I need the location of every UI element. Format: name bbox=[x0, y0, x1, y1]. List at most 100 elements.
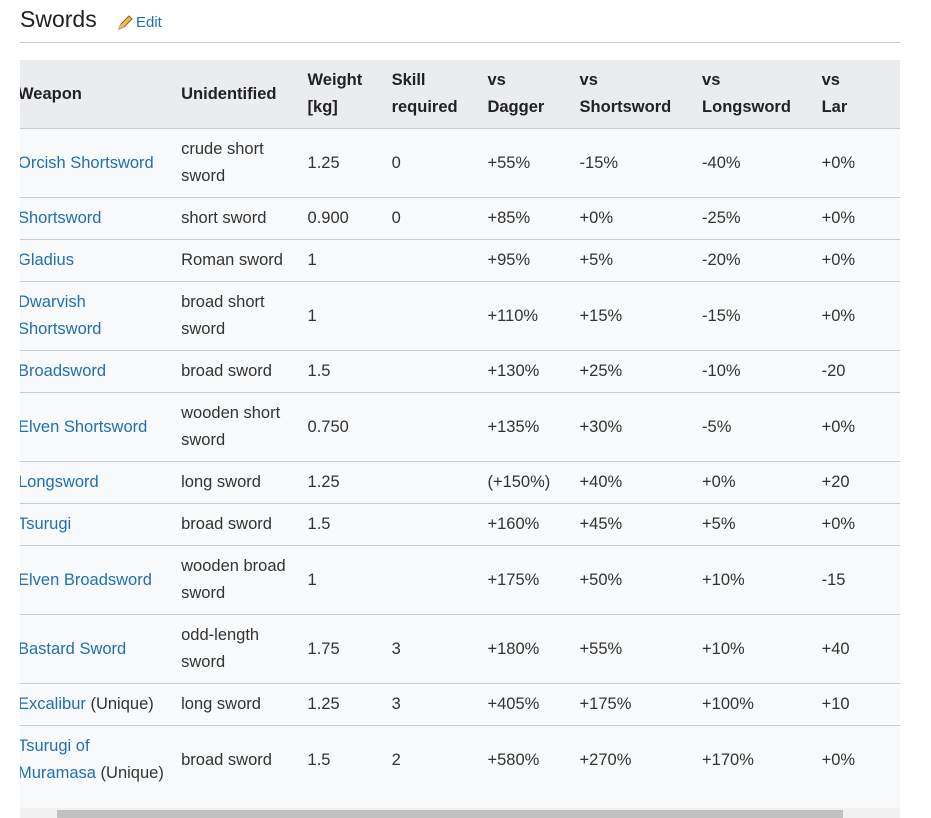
cell-text: +10% bbox=[702, 639, 745, 658]
header-text: Longsword bbox=[702, 98, 791, 116]
cell-text: -5% bbox=[702, 417, 732, 436]
weapon-link[interactable]: Broadsword bbox=[20, 362, 107, 380]
weapon-link[interactable]: Dwarvish Shortsword bbox=[20, 293, 102, 338]
cell-text: broad sword bbox=[181, 362, 272, 380]
column-header: vs Longsword bbox=[694, 60, 814, 129]
weapon-link[interactable]: Bastard Sword bbox=[20, 639, 127, 658]
cell-text: +0% bbox=[821, 209, 856, 227]
cell-text: broad short sword bbox=[181, 293, 265, 338]
weapon-table: Weapon Unidentified Weight [kg] Skill require… bbox=[20, 60, 900, 794]
edit-text[interactable]: Edit bbox=[136, 14, 162, 31]
table-scroll: Weapon Unidentified Weight [kg] Skill require… bbox=[20, 60, 900, 818]
cell-text: 1.25 bbox=[307, 473, 340, 491]
cell-text: +55% bbox=[579, 639, 623, 658]
versus-cell: +0% bbox=[813, 503, 900, 546]
versus-cell: +0% bbox=[813, 392, 900, 462]
cell-text: crude short sword bbox=[181, 140, 264, 185]
weight-cell: 1.25 bbox=[299, 683, 384, 726]
versus-cell: +40 bbox=[813, 614, 900, 684]
cell-text: 1.5 bbox=[307, 750, 331, 769]
cell-text: +0% bbox=[821, 306, 856, 325]
unidentified-cell: broad sword bbox=[173, 725, 300, 794]
table-row: Tsurugi of Muramasa (Unique) broad sword 1… bbox=[20, 725, 900, 794]
header-row: Weapon Unidentified Weight [kg] Skill require… bbox=[20, 60, 900, 129]
cell-text: +0% bbox=[821, 417, 856, 436]
cell-text: +135% bbox=[487, 417, 540, 436]
cell-text: odd-length sword bbox=[181, 626, 260, 671]
weight-cell: 1.75 bbox=[299, 614, 384, 684]
cell-text: +0% bbox=[821, 750, 856, 769]
weapon-cell: Bastard Sword bbox=[20, 614, 174, 684]
cell-text: +25% bbox=[579, 362, 623, 380]
cell-text: +10 bbox=[821, 695, 850, 713]
header-text: vs bbox=[487, 71, 506, 89]
skill-cell bbox=[383, 350, 480, 393]
cell-text: +0% bbox=[821, 251, 856, 269]
header-text: Skill bbox=[391, 71, 426, 89]
skill-cell bbox=[383, 545, 480, 615]
unidentified-cell: crude short sword bbox=[173, 128, 300, 198]
cell-text: +175% bbox=[579, 695, 632, 713]
weapon-link[interactable]: Orcish Shortsword bbox=[20, 153, 154, 172]
cell-text: 2 bbox=[391, 750, 401, 769]
weapon-link[interactable]: Longsword bbox=[20, 473, 99, 491]
table-row: Orcish Shortsword crude short sword 1.25 0 +… bbox=[20, 128, 900, 198]
column-header: vs Dagger bbox=[479, 60, 572, 129]
skill-cell bbox=[383, 461, 480, 504]
weapon-link[interactable]: Tsurugi of Muramasa bbox=[20, 737, 96, 782]
weapon-link[interactable]: Shortsword bbox=[20, 209, 102, 227]
cell-text: 0 bbox=[391, 153, 401, 172]
cell-text: +0% bbox=[579, 209, 614, 227]
cell-text: -25% bbox=[702, 209, 741, 227]
table-row: Gladius Roman sword 1 +95% +5% -20% +0% bbox=[20, 239, 900, 282]
weight-cell: 1.5 bbox=[299, 350, 384, 393]
weapon-link[interactable]: Elven Shortsword bbox=[20, 417, 148, 436]
skill-cell: 0 bbox=[383, 197, 480, 240]
versus-cell: +40% bbox=[571, 461, 695, 504]
header-text: vs bbox=[579, 71, 598, 89]
weapon-link[interactable]: Excalibur bbox=[20, 695, 86, 713]
edit-link[interactable]: Edit bbox=[116, 14, 162, 31]
cell-text: 1 bbox=[307, 306, 317, 325]
weapon-cell: Shortsword bbox=[20, 197, 174, 240]
table-row: Excalibur (Unique) long sword 1.25 3 +405% +1… bbox=[20, 683, 900, 726]
versus-cell: +0% bbox=[813, 197, 900, 240]
versus-cell: +5% bbox=[571, 239, 695, 282]
cell-text: +180% bbox=[487, 639, 540, 658]
cell-text: +0% bbox=[821, 153, 856, 172]
cell-text: 0.900 bbox=[307, 209, 349, 227]
cell-text: +580% bbox=[487, 750, 540, 769]
table-row: Broadsword broad sword 1.5 +130% +25% -10% -20 bbox=[20, 350, 900, 393]
versus-cell: +50% bbox=[571, 545, 695, 615]
cell-text: (+150%) bbox=[487, 473, 551, 491]
cell-text: +40 bbox=[821, 639, 850, 658]
versus-cell: +0% bbox=[813, 128, 900, 198]
table-row: Longsword long sword 1.25 (+150%) +40% +0% +20 bbox=[20, 461, 900, 504]
unidentified-cell: wooden broad sword bbox=[173, 545, 300, 615]
cell-text: +5% bbox=[702, 515, 736, 533]
versus-cell: +130% bbox=[479, 350, 572, 393]
versus-cell: +5% bbox=[694, 503, 814, 546]
cell-text: broad sword bbox=[181, 750, 272, 769]
header-text: required bbox=[391, 98, 458, 116]
weapon-link[interactable]: Gladius bbox=[20, 251, 74, 269]
versus-cell: -5% bbox=[694, 392, 814, 462]
versus-cell: -15% bbox=[694, 281, 814, 351]
scrollbar[interactable] bbox=[20, 808, 900, 818]
pencil-icon bbox=[118, 15, 133, 30]
weapon-cell: Orcish Shortsword bbox=[20, 128, 174, 198]
column-header: Weapon bbox=[20, 60, 174, 129]
table-row: Tsurugi broad sword 1.5 +160% +45% +5% +0% bbox=[20, 503, 900, 546]
versus-cell: +405% bbox=[479, 683, 572, 726]
scroll-thumb[interactable] bbox=[57, 810, 843, 818]
cell-text: wooden broad sword bbox=[181, 557, 286, 602]
weapon-link[interactable]: Tsurugi bbox=[20, 515, 72, 533]
weight-cell: 1 bbox=[299, 239, 384, 282]
versus-cell: +95% bbox=[479, 239, 572, 282]
versus-cell: +175% bbox=[571, 683, 695, 726]
weapon-cell: Tsurugi bbox=[20, 503, 174, 546]
weapon-cell: Elven Broadsword bbox=[20, 545, 174, 615]
weapon-link[interactable]: Elven Broadsword bbox=[20, 570, 152, 589]
cell-text: 0 bbox=[391, 209, 401, 227]
